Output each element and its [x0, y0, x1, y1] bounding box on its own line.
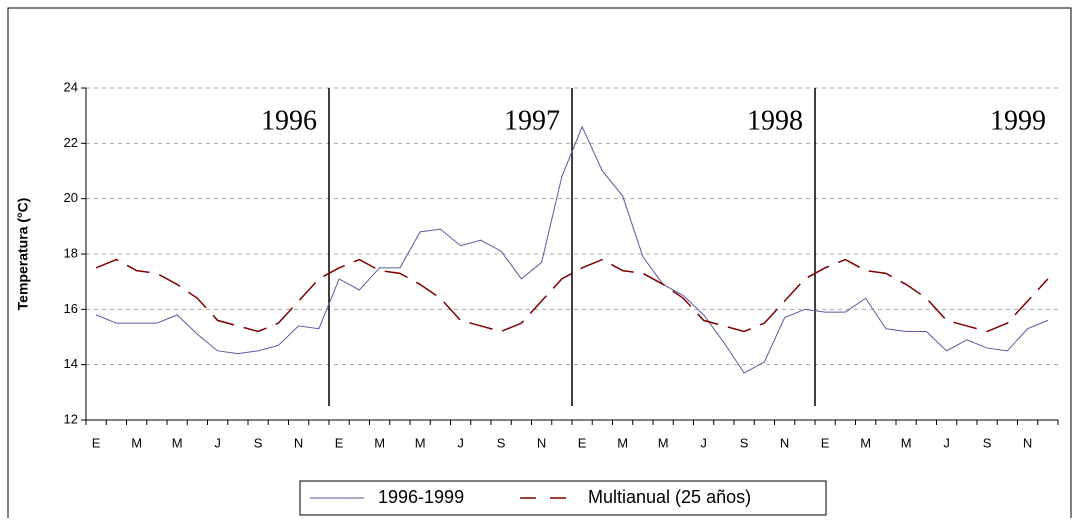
x-tick-label: N: [1023, 435, 1032, 450]
year-label: 1998: [747, 105, 803, 136]
x-tick-label: M: [374, 435, 385, 450]
x-tick-label: S: [497, 435, 506, 450]
x-tick-label: N: [780, 435, 789, 450]
x-tick-label: E: [335, 435, 344, 450]
x-tick-label: S: [740, 435, 749, 450]
y-tick-label: 14: [64, 356, 78, 371]
x-tick-label: M: [172, 435, 183, 450]
y-tick-label: 20: [64, 190, 78, 205]
y-tick-label: 24: [64, 79, 78, 94]
x-tick-label: E: [92, 435, 101, 450]
x-tick-label: E: [578, 435, 587, 450]
x-tick-label: J: [943, 435, 950, 450]
y-tick-label: 18: [64, 245, 78, 260]
x-tick-label: M: [415, 435, 426, 450]
x-tick-label: J: [214, 435, 221, 450]
legend-label: Multianual (25 años): [588, 487, 751, 507]
x-tick-label: M: [131, 435, 142, 450]
x-tick-label: J: [700, 435, 707, 450]
y-axis-title: Temperatura (°C): [15, 198, 31, 311]
legend-label: 1996-1999: [378, 487, 464, 507]
x-tick-label: S: [254, 435, 263, 450]
x-tick-label: M: [860, 435, 871, 450]
year-label: 1996: [261, 105, 317, 136]
x-tick-label: N: [294, 435, 303, 450]
year-label: 1999: [990, 105, 1046, 136]
chart-frame: [7, 7, 1072, 523]
y-tick-label: 16: [64, 301, 78, 316]
y-tick-label: 12: [64, 411, 78, 426]
series-line: [95, 258, 1049, 333]
x-tick-label: S: [983, 435, 992, 450]
x-tick-label: M: [617, 435, 628, 450]
x-tick-label: J: [457, 435, 464, 450]
x-tick-label: E: [821, 435, 830, 450]
x-tick-label: N: [537, 435, 546, 450]
y-tick-label: 22: [64, 135, 78, 150]
x-tick-label: M: [901, 435, 912, 450]
series-line: [95, 125, 1049, 374]
year-label: 1997: [504, 105, 560, 136]
x-tick-label: M: [658, 435, 669, 450]
